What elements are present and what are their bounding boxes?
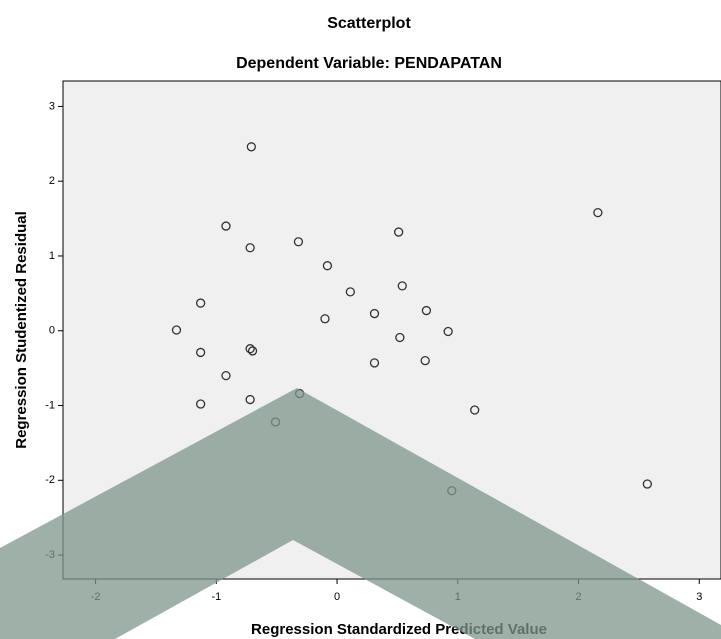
y-tick-label: 3 <box>49 100 55 112</box>
chart: Scatterplot Dependent Variable: PENDAPAT… <box>0 0 721 639</box>
chart-title: Scatterplot <box>327 15 411 32</box>
y-tick-label: 1 <box>49 250 55 262</box>
chart-subtitle: Dependent Variable: PENDAPATAN <box>236 55 502 72</box>
y-tick-label: 0 <box>49 325 55 337</box>
x-tick-label: 0 <box>334 591 340 603</box>
y-tick-label: -1 <box>45 399 55 411</box>
x-tick-label: 3 <box>696 591 702 603</box>
x-tick-label: -1 <box>211 591 221 603</box>
y-tick-label: -2 <box>45 474 55 486</box>
y-axis-label: Regression Studentized Residual <box>13 211 30 449</box>
y-tick-label: 2 <box>49 175 55 187</box>
